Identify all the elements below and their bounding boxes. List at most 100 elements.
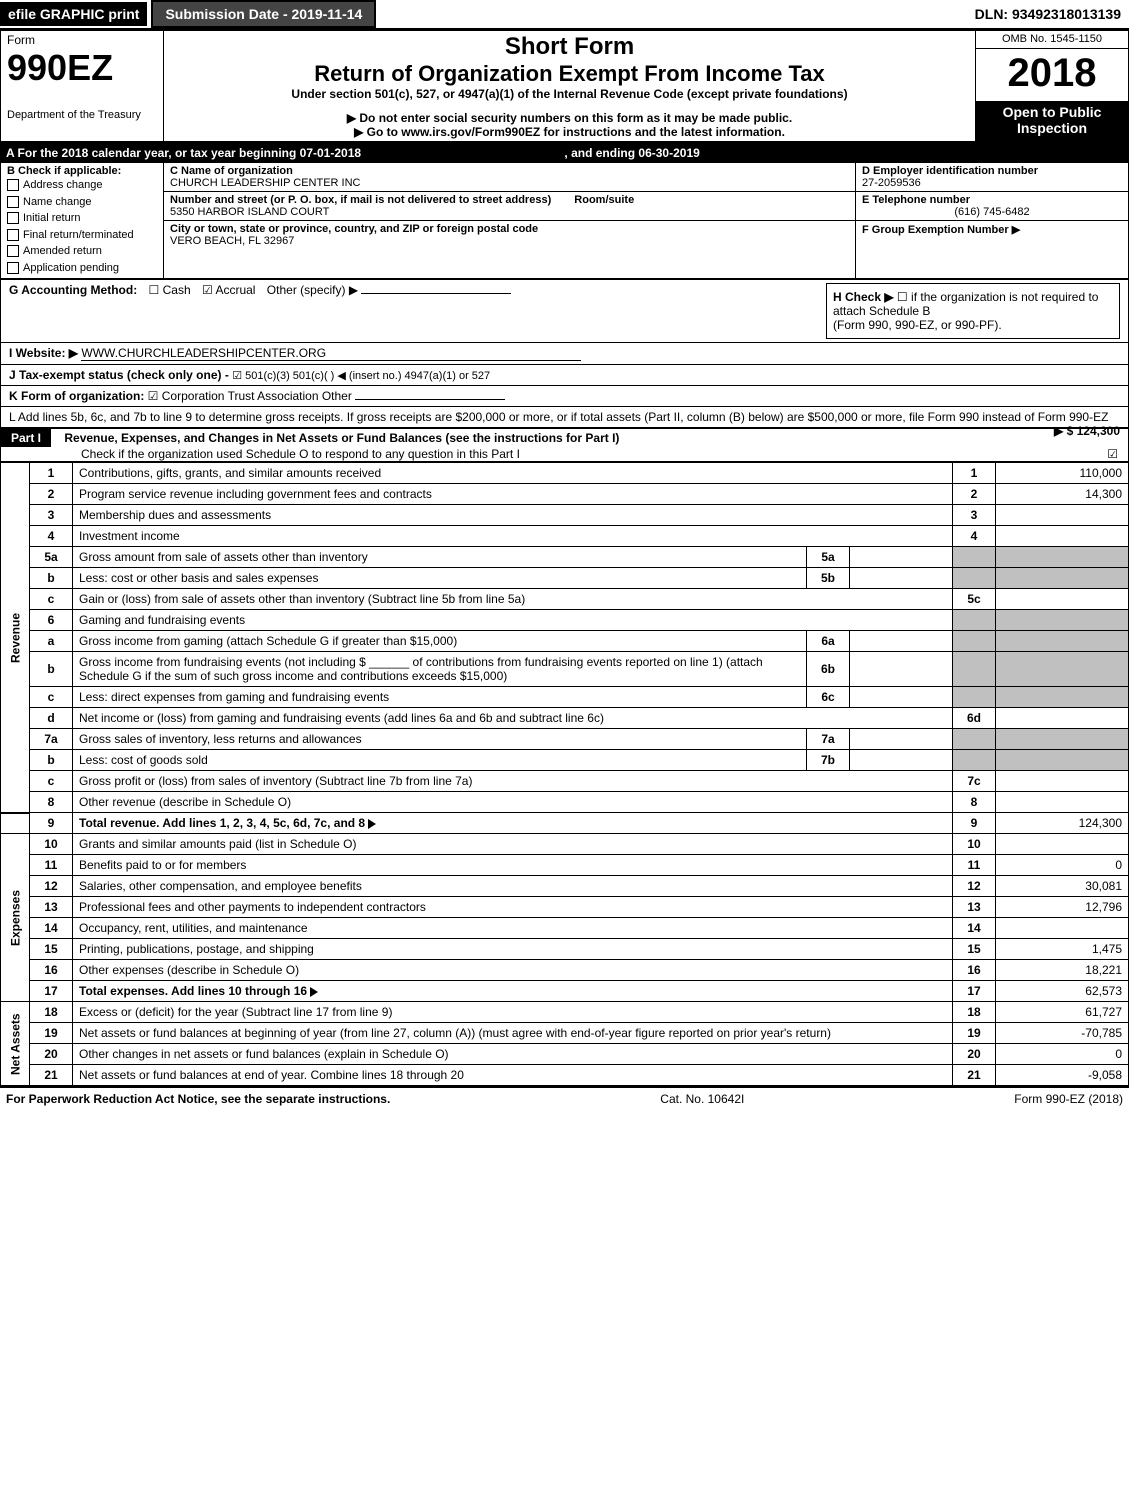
line-6d-amt: [996, 708, 1129, 729]
line-8-no: 8: [30, 792, 73, 813]
line-18-col: 18: [953, 1002, 996, 1023]
line-7a-mini: 7a: [807, 729, 850, 750]
line-7a-desc: Gross sales of inventory, less returns a…: [79, 732, 362, 746]
line-5c-col: 5c: [953, 589, 996, 610]
d-ein-label: D Employer identification number: [862, 165, 1122, 177]
g-cash[interactable]: Cash: [163, 283, 191, 297]
efile-label: efile GRAPHIC print: [0, 2, 147, 26]
line-4-amt: [996, 526, 1129, 547]
line-6b-mini: 6b: [807, 652, 850, 687]
line-1-col: 1: [953, 463, 996, 484]
k-opts[interactable]: Corporation Trust Association Other: [162, 389, 352, 403]
part-i-check: Check if the organization used Schedule …: [81, 447, 520, 461]
goto-note: ▶ Go to www.irs.gov/Form990EZ for instru…: [170, 125, 969, 139]
line-5b-mini: 5b: [807, 568, 850, 589]
section-a-end: , and ending 06-30-2019: [564, 146, 699, 160]
cb-initial[interactable]: Initial return: [23, 212, 80, 224]
line-9-no: 9: [30, 813, 73, 834]
line-15-no: 15: [30, 939, 73, 960]
netassets-vlabel: Net Assets: [1, 1002, 30, 1086]
line-2-desc: Program service revenue including govern…: [79, 487, 432, 501]
section-b-title: B Check if applicable:: [7, 165, 157, 177]
line-5b-no: b: [30, 568, 73, 589]
line-3-amt: [996, 505, 1129, 526]
line-7a-no: 7a: [30, 729, 73, 750]
revenue-vlabel: Revenue: [1, 463, 30, 813]
g-other[interactable]: Other (specify) ▶: [267, 283, 358, 297]
phone-value: (616) 745-6482: [862, 206, 1122, 218]
line-9-amt: 124,300: [996, 813, 1129, 834]
line-20-desc: Other changes in net assets or fund bala…: [79, 1047, 449, 1061]
pre-part-block: G Accounting Method: ☐ Cash ☑ Accrual Ot…: [0, 279, 1129, 428]
line-5c-desc: Gain or (loss) from sale of assets other…: [79, 592, 525, 606]
line-6a-desc: Gross income from gaming (attach Schedul…: [79, 634, 457, 648]
line-11-col: 11: [953, 855, 996, 876]
line-4-desc: Investment income: [79, 529, 180, 543]
line-6d-desc: Net income or (loss) from gaming and fun…: [79, 711, 604, 725]
line-4-col: 4: [953, 526, 996, 547]
form-header: Form 990EZ Department of the Treasury Sh…: [0, 30, 1129, 144]
ein-value: 27-2059536: [862, 177, 1122, 189]
line-5b-desc: Less: cost or other basis and sales expe…: [79, 571, 318, 585]
section-a: A For the 2018 calendar year, or tax yea…: [0, 144, 1129, 162]
line-1-no: 1: [30, 463, 73, 484]
line-16-col: 16: [953, 960, 996, 981]
dept-label: Department of the Treasury: [7, 109, 157, 121]
line-17-desc: Total expenses. Add lines 10 through 16: [79, 984, 307, 998]
c-name-label: C Name of organization: [170, 165, 849, 177]
line-15-amt: 1,475: [996, 939, 1129, 960]
line-9-col: 9: [953, 813, 996, 834]
line-11-desc: Benefits paid to or for members: [79, 858, 246, 872]
line-17-col: 17: [953, 981, 996, 1002]
line-21-amt: -9,058: [996, 1065, 1129, 1086]
line-17-amt: 62,573: [996, 981, 1129, 1002]
c-addr-label: Number and street (or P. O. box, if mail…: [170, 194, 551, 206]
line-13-no: 13: [30, 897, 73, 918]
line-10-desc: Grants and similar amounts paid (list in…: [79, 837, 356, 851]
line-6d-no: d: [30, 708, 73, 729]
tax-year: 2018: [976, 49, 1129, 102]
line-1-desc: Contributions, gifts, grants, and simila…: [79, 466, 381, 480]
line-10-no: 10: [30, 834, 73, 855]
line-6c-no: c: [30, 687, 73, 708]
line-16-no: 16: [30, 960, 73, 981]
g-accrual[interactable]: Accrual: [215, 283, 255, 297]
info-blocks: B Check if applicable: Address change Na…: [0, 162, 1129, 279]
line-7b-mini: 7b: [807, 750, 850, 771]
line-1-amt: 110,000: [996, 463, 1129, 484]
line-6a-mini: 6a: [807, 631, 850, 652]
cb-address[interactable]: Address change: [23, 179, 103, 191]
inspection-box: Open to Public Inspection: [976, 102, 1129, 143]
submission-date: Submission Date - 2019-11-14: [151, 0, 376, 28]
line-15-desc: Printing, publications, postage, and shi…: [79, 942, 314, 956]
k-label: K Form of organization:: [9, 389, 144, 403]
line-16-desc: Other expenses (describe in Schedule O): [79, 963, 299, 977]
line-19-col: 19: [953, 1023, 996, 1044]
line-19-no: 19: [30, 1023, 73, 1044]
j-opts[interactable]: 501(c)(3) 501(c)( ) ◀ (insert no.) 4947(…: [245, 370, 490, 382]
line-7c-desc: Gross profit or (loss) from sales of inv…: [79, 774, 472, 788]
line-14-no: 14: [30, 918, 73, 939]
cb-final[interactable]: Final return/terminated: [23, 229, 134, 241]
line-6-desc: Gaming and fundraising events: [79, 613, 245, 627]
cb-name[interactable]: Name change: [23, 196, 92, 208]
line-13-desc: Professional fees and other payments to …: [79, 900, 426, 914]
line-5c-no: c: [30, 589, 73, 610]
omb-number: OMB No. 1545-1150: [976, 31, 1129, 49]
cb-amended[interactable]: Amended return: [23, 245, 102, 257]
line-8-col: 8: [953, 792, 996, 813]
line-7c-amt: [996, 771, 1129, 792]
line-9-desc: Total revenue. Add lines 1, 2, 3, 4, 5c,…: [79, 816, 365, 830]
line-6c-desc: Less: direct expenses from gaming and fu…: [79, 690, 389, 704]
line-15-col: 15: [953, 939, 996, 960]
return-title: Return of Organization Exempt From Incom…: [170, 61, 969, 87]
cb-pending[interactable]: Application pending: [23, 262, 119, 274]
line-3-desc: Membership dues and assessments: [79, 508, 271, 522]
line-17-no: 17: [30, 981, 73, 1002]
l-text: L Add lines 5b, 6c, and 7b to line 9 to …: [9, 410, 1108, 424]
c-city-label: City or town, state or province, country…: [170, 223, 849, 235]
no-ssn-note: ▶ Do not enter social security numbers o…: [170, 111, 969, 125]
line-6-no: 6: [30, 610, 73, 631]
line-12-no: 12: [30, 876, 73, 897]
line-12-desc: Salaries, other compensation, and employ…: [79, 879, 362, 893]
